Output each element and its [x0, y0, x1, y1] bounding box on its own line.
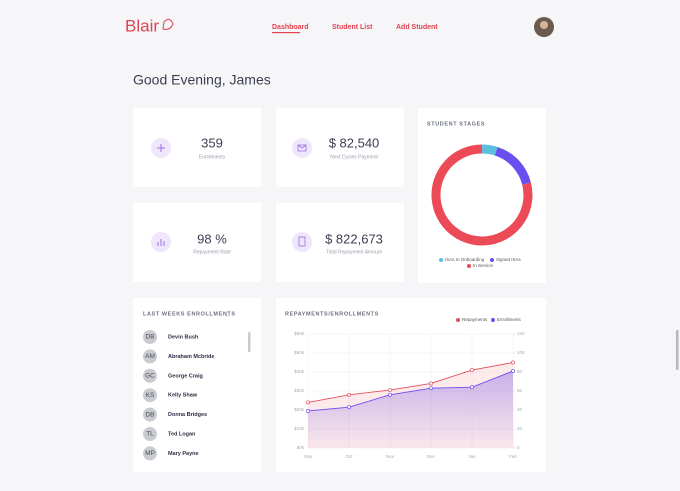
- student-name: Donna Bridges: [168, 412, 207, 418]
- student-avatar: [143, 446, 157, 461]
- student-avatar: [143, 330, 157, 344]
- legend-label: ISAs In Onboarding: [445, 257, 485, 262]
- student-name: Ted Logan: [168, 431, 196, 437]
- student-initials: AM: [145, 353, 155, 360]
- donut-segment: [481, 144, 498, 156]
- bars-icon: [157, 239, 165, 246]
- nav-underline: [272, 32, 300, 34]
- x-tick-label: Dec: [427, 454, 436, 459]
- legend-dot: [439, 258, 443, 262]
- student-initials: DB: [145, 411, 154, 418]
- student-name: Abraham Mcbride: [168, 354, 214, 360]
- stat-value: 98 %: [197, 231, 227, 246]
- y-tick-label: $50k: [294, 350, 305, 355]
- x-tick-label: Sep: [304, 454, 313, 459]
- x-tick-label: Nov: [386, 454, 395, 459]
- student-initials: MP: [145, 450, 155, 457]
- student-initials: DB: [145, 334, 154, 341]
- y-tick-label: $40k: [294, 369, 305, 374]
- student-initials: TL: [146, 431, 154, 438]
- student-initials: GC: [145, 373, 155, 380]
- legend-dot: [491, 318, 495, 322]
- student-name: Kelly Shaw: [168, 393, 198, 399]
- student-name: Devin Bush: [168, 334, 199, 340]
- series-area: [308, 371, 513, 448]
- legend-label: Enrollments: [497, 317, 522, 322]
- legend-dot: [456, 318, 460, 322]
- series-point: [388, 388, 392, 392]
- series-line: [307, 370, 514, 412]
- plus-icon: [157, 144, 165, 152]
- series-point: [347, 405, 351, 410]
- stat-value: $ 82,540: [329, 135, 380, 150]
- nav-link[interactable]: Add Student: [396, 24, 438, 31]
- page-scrollbar[interactable]: [676, 330, 679, 370]
- series-point: [429, 381, 433, 386]
- student-avatar: [143, 368, 157, 383]
- series-point: [470, 385, 474, 390]
- stat-icon: [292, 232, 312, 252]
- scrollbar[interactable]: [248, 332, 251, 352]
- y2-tick-label: 100: [517, 350, 525, 355]
- enrollments-title: LAST WEEKS ENROLLMENTS: [143, 311, 236, 317]
- legend-label: Repayments: [462, 317, 488, 322]
- student-name: George Craig: [168, 373, 203, 379]
- stat-value: $ 822,673: [325, 231, 383, 246]
- stat-label: Enrollments: [199, 154, 226, 160]
- y-tick-label: $30k: [294, 388, 305, 393]
- greeting: Good Evening, James: [133, 72, 271, 88]
- y2-tick-label: 40: [517, 407, 523, 412]
- student-avatar: [143, 349, 157, 364]
- y2-tick-label: 60: [517, 388, 523, 393]
- x-tick-label: Jan: [468, 454, 476, 459]
- series-line: [307, 362, 514, 403]
- x-tick-label: Oct: [345, 454, 353, 459]
- enrollments-card: [133, 298, 261, 472]
- student-name: Mary Payne: [168, 451, 199, 457]
- refresh-icon[interactable]: [224, 311, 230, 317]
- mail-icon: [297, 144, 307, 152]
- legend-dot: [467, 264, 471, 268]
- student-avatar: [143, 407, 157, 422]
- line-title: REPAYMENTS/ENROLLMENTS: [285, 311, 379, 317]
- nav-link[interactable]: Dashboard: [272, 24, 309, 31]
- student-avatar: [143, 388, 157, 403]
- doc-icon: [298, 236, 306, 247]
- series-point: [306, 400, 310, 405]
- avatar-face: [540, 21, 548, 29]
- stat-label: Total Repayment Amount: [326, 249, 382, 255]
- donut-segment: [494, 146, 531, 185]
- series-point: [429, 386, 433, 391]
- student-avatar: [143, 427, 157, 441]
- logo[interactable]: Blair: [125, 16, 159, 35]
- y-tick-label: $10k: [294, 426, 305, 431]
- series-point: [470, 368, 474, 373]
- student-initials: KS: [146, 392, 155, 399]
- y-tick-label: $0k: [297, 445, 305, 450]
- stat-label: Next Cycles Payment: [330, 154, 378, 160]
- y2-tick-label: 20: [517, 426, 523, 431]
- series-point: [511, 369, 515, 373]
- y2-tick-label: 120: [517, 331, 525, 336]
- series-point: [511, 360, 515, 365]
- series-point: [306, 409, 310, 413]
- y-tick-label: $60k: [294, 331, 305, 336]
- logo-bird: [162, 18, 174, 30]
- y-tick-label: $20k: [294, 407, 305, 412]
- stat-value: 359: [201, 135, 223, 150]
- nav-link[interactable]: Student List: [332, 24, 373, 31]
- legend-label: Signed ISAs: [496, 257, 522, 262]
- y2-tick-label: 80: [517, 369, 523, 374]
- donut-segment: [431, 144, 533, 246]
- donut-title: STUDENT STAGES: [427, 121, 485, 127]
- stat-label: Repayment Rate: [193, 249, 231, 255]
- legend-label: In Service: [473, 263, 494, 268]
- series-point: [347, 392, 351, 397]
- legend-dot: [490, 258, 494, 262]
- x-tick-label: Feb: [509, 454, 517, 459]
- y2-tick-label: 0: [517, 445, 520, 450]
- series-point: [388, 392, 392, 397]
